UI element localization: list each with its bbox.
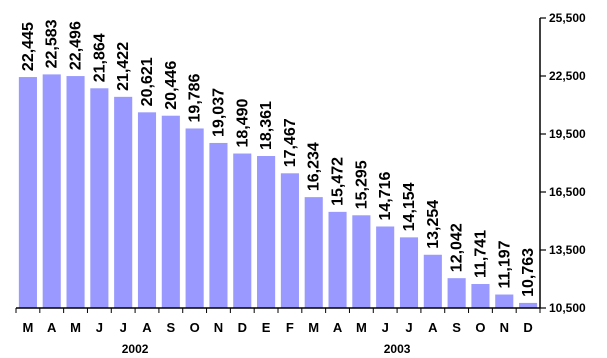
value-labels-group: 22,445 22,583 22,496 21,864 21,422 20,621 20,4… bbox=[20, 19, 537, 297]
y-tick-label: 19,500 bbox=[549, 127, 586, 141]
data-label: 12,042 bbox=[449, 223, 466, 272]
bar bbox=[352, 215, 371, 308]
x-tick-label: S bbox=[452, 320, 461, 335]
x-tick-label: J bbox=[96, 320, 103, 335]
data-label: 14,154 bbox=[401, 182, 418, 231]
data-label: 11,197 bbox=[496, 240, 513, 288]
bar bbox=[328, 211, 347, 308]
data-label: 15,472 bbox=[330, 157, 347, 206]
data-label: 13,254 bbox=[425, 200, 442, 249]
bar bbox=[423, 254, 442, 308]
data-label: 15,295 bbox=[353, 160, 370, 209]
bar bbox=[233, 153, 252, 308]
axes-group bbox=[15, 18, 541, 313]
bar bbox=[161, 115, 180, 308]
data-label: 17,467 bbox=[282, 118, 299, 167]
x-tick-label: A bbox=[428, 320, 438, 335]
bar bbox=[471, 284, 490, 308]
data-label: 20,446 bbox=[163, 61, 180, 110]
year-label: 2003 bbox=[384, 342, 411, 356]
data-label: 18,490 bbox=[234, 98, 251, 147]
data-label: 10,763 bbox=[520, 248, 537, 297]
year-label: 2002 bbox=[122, 342, 149, 356]
x-tick-label: M bbox=[356, 320, 367, 335]
x-tick-label: D bbox=[238, 320, 247, 335]
x-tick-label: N bbox=[500, 320, 509, 335]
data-label: 19,786 bbox=[187, 73, 204, 122]
bars-group bbox=[18, 74, 538, 309]
data-label: 19,037 bbox=[210, 88, 227, 137]
x-tick-label: F bbox=[286, 320, 294, 335]
data-label: 22,445 bbox=[20, 22, 37, 71]
x-tick-label: A bbox=[47, 320, 57, 335]
x-tick-label: S bbox=[166, 320, 175, 335]
bar bbox=[399, 237, 419, 308]
bar bbox=[280, 173, 299, 308]
bar bbox=[90, 88, 109, 309]
x-tick-label: M bbox=[308, 320, 319, 335]
y-ticks-group: 10,500 13,500 16,500 19,500 22,500 25,500 bbox=[540, 11, 586, 315]
x-tick-label: A bbox=[333, 320, 343, 335]
data-label: 11,741 bbox=[472, 230, 489, 278]
data-label: 22,496 bbox=[68, 21, 85, 70]
x-tick-label: A bbox=[142, 320, 152, 335]
y-tick-label: 16,500 bbox=[549, 185, 586, 199]
y-tick-label: 13,500 bbox=[549, 243, 586, 257]
data-label: 21,422 bbox=[115, 42, 132, 91]
bar bbox=[447, 278, 466, 308]
bar bbox=[209, 142, 228, 308]
bar bbox=[114, 96, 133, 308]
bar bbox=[376, 226, 395, 308]
x-tick-label: M bbox=[22, 320, 33, 335]
data-label: 14,716 bbox=[377, 171, 394, 220]
x-tick-label: O bbox=[475, 320, 485, 335]
x-tick-label: E bbox=[262, 320, 271, 335]
bar bbox=[66, 76, 85, 308]
x-tick-label: J bbox=[120, 320, 127, 335]
bar bbox=[519, 302, 538, 308]
x-tick-label: O bbox=[190, 320, 200, 335]
data-label: 22,583 bbox=[44, 19, 61, 68]
data-label: 16,234 bbox=[306, 142, 323, 191]
x-tick-label: N bbox=[214, 320, 223, 335]
y-tick-label: 25,500 bbox=[549, 11, 586, 25]
bar bbox=[185, 128, 204, 308]
bar bbox=[137, 112, 157, 308]
data-label: 20,621 bbox=[139, 57, 156, 106]
year-labels-group: 2002 2003 bbox=[122, 342, 411, 356]
y-tick-label: 22,500 bbox=[549, 69, 586, 83]
bar bbox=[42, 74, 61, 309]
x-tick-label: J bbox=[382, 320, 389, 335]
data-label: 21,864 bbox=[91, 33, 108, 82]
x-tick-label: J bbox=[405, 320, 412, 335]
bar bbox=[304, 197, 323, 308]
y-tick-label: 10,500 bbox=[549, 301, 586, 315]
x-tick-label: M bbox=[70, 320, 81, 335]
data-label: 18,361 bbox=[258, 101, 275, 150]
bar bbox=[18, 77, 37, 309]
bar bbox=[495, 294, 514, 308]
bar bbox=[257, 156, 276, 308]
x-tick-label: D bbox=[523, 320, 532, 335]
